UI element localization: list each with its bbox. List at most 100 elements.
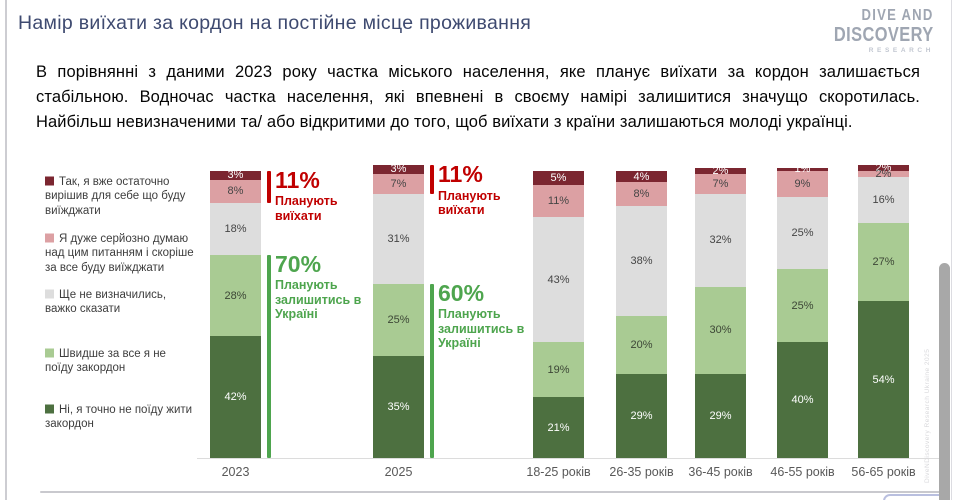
segment: 27%	[858, 223, 909, 302]
segment: 3%	[210, 169, 261, 182]
segment-value-label: 42%	[224, 391, 247, 404]
right-border-line	[951, 0, 952, 500]
segment: 1%	[777, 164, 828, 175]
stay-annotation-label: Планують залишитись в Україні	[438, 307, 525, 351]
segment: 2%	[858, 167, 909, 180]
segment: 32%	[695, 194, 746, 287]
segment: 25%	[373, 283, 424, 357]
segment-value-label: 31%	[387, 233, 410, 246]
segment: 25%	[777, 269, 828, 342]
segment: 5%	[533, 170, 584, 186]
segment: 7%	[695, 173, 746, 195]
leave-annotation-value: 11%	[275, 166, 320, 193]
stay-annotation: 70% Планують залишитись в Україні	[275, 252, 372, 322]
segment: 28%	[210, 254, 261, 337]
vertical-watermark: DiveNDiscovery Research Ukraine 2025	[924, 348, 931, 483]
bar-46-55 років: 1% 9% 25% 25% 40%	[777, 164, 828, 458]
segment-value-label: 35%	[387, 401, 410, 414]
segment-value-label: 32%	[709, 234, 732, 247]
logo-line2: DISCOVERY	[834, 23, 934, 46]
scrollbar-thumb[interactable]	[939, 263, 950, 500]
legend-item-label: Так, я вже остаточно вирішив для себе що…	[45, 176, 186, 217]
leave-annotation-label: Планують виїхати	[275, 194, 338, 223]
legend-item-label: Швидше за все я не поїду закордон	[45, 348, 166, 375]
segment-value-label: 2%	[875, 162, 892, 174]
segment-value-label: 2%	[875, 167, 892, 180]
segment: 2%	[695, 164, 746, 177]
legend-swatch	[45, 233, 54, 243]
segment: 9%	[777, 170, 828, 197]
category-label: 26-35 років	[609, 465, 674, 479]
segment: 2%	[858, 162, 909, 174]
category-label: 2023	[221, 465, 250, 479]
legend-swatch	[45, 404, 54, 414]
segment: 29%	[695, 373, 746, 458]
legend-item: Я дуже серйозно думаю над цим питанням і…	[45, 232, 197, 275]
segment: 18%	[210, 202, 261, 255]
segment: 20%	[616, 315, 667, 374]
segment: 43%	[533, 217, 584, 342]
category-label: 56-65 років	[851, 465, 916, 479]
legend-item-label: Ще не визначились, важко сказати	[45, 289, 167, 316]
segment: 16%	[858, 176, 909, 224]
segment-value-label: 54%	[872, 373, 895, 386]
segment-value-label: 16%	[872, 193, 895, 206]
segment-value-label: 7%	[390, 177, 407, 190]
leave-annotation-label: Планують виїхати	[438, 188, 501, 217]
logo-line1: DIVE AND	[861, 7, 934, 24]
segment-value-label: 38%	[630, 254, 653, 267]
segment-value-label: 29%	[630, 409, 653, 422]
segment-value-label: 8%	[633, 188, 650, 201]
segment-value-label: 25%	[791, 299, 814, 312]
legend-item: Швидше за все я не поїду закордон	[45, 347, 197, 376]
leave-accent-line	[267, 170, 271, 203]
legend-item: Ще не визначились, важко сказати	[45, 288, 197, 317]
segment: 3%	[373, 163, 424, 176]
segment-value-label: 3%	[390, 163, 407, 176]
legend-item-label: Я дуже серйозно думаю над цим питанням і…	[45, 233, 194, 274]
intro-paragraph: В порівнянні з даними 2023 року частка м…	[36, 63, 920, 132]
segment: 19%	[533, 341, 584, 398]
segment-value-label: 1%	[794, 163, 811, 176]
segment: 11%	[533, 185, 584, 218]
segment-value-label: 25%	[387, 314, 410, 327]
segment-value-label: 8%	[227, 185, 244, 198]
legend-swatch	[45, 348, 54, 358]
bar-2025: 3% 7% 31% 25% 35%	[373, 163, 424, 458]
segment-value-label: 25%	[791, 227, 814, 240]
segment: 31%	[373, 194, 424, 284]
segment-value-label: 19%	[547, 363, 570, 376]
segment-value-label: 9%	[794, 177, 811, 190]
segment: 8%	[616, 182, 667, 206]
segment: 21%	[533, 397, 584, 458]
segment-value-label: 3%	[227, 169, 244, 182]
segment-value-label: 4%	[633, 170, 650, 183]
stay-annotation-label: Планують залишитись в Україні	[275, 278, 362, 322]
segment-value-label: 2%	[712, 164, 729, 177]
segment: 40%	[777, 341, 828, 458]
legend-item-label: Ні, я точно не поїду жити закордон	[45, 404, 193, 431]
chart-baseline	[197, 458, 945, 459]
logo-line3: RESEARCH	[868, 46, 934, 54]
legend-swatch	[45, 289, 54, 299]
segment-value-label: 18%	[224, 222, 247, 235]
segment-value-label: 5%	[550, 172, 567, 185]
logo: DIVE AND DISCOVERY RESEARCH	[812, 7, 934, 55]
cut-off-element	[883, 494, 947, 500]
segment-value-label: 11%	[547, 195, 570, 208]
segment-value-label: 40%	[791, 393, 814, 406]
stay-accent-line	[267, 255, 271, 458]
segment: 30%	[695, 286, 746, 374]
leave-annotation: 11% Планують виїхати	[275, 166, 372, 223]
category-label: 46-55 років	[770, 465, 835, 479]
legend-item: Ні, я точно не поїду жити закордон	[45, 403, 197, 432]
segment: 38%	[616, 205, 667, 316]
segment: 7%	[373, 173, 424, 195]
segment: 54%	[858, 301, 909, 458]
segment: 29%	[616, 373, 667, 458]
segment-value-label: 30%	[709, 324, 732, 337]
stay-accent-line	[430, 284, 434, 458]
segment-value-label: 29%	[709, 409, 732, 422]
bottom-separator	[40, 491, 945, 493]
